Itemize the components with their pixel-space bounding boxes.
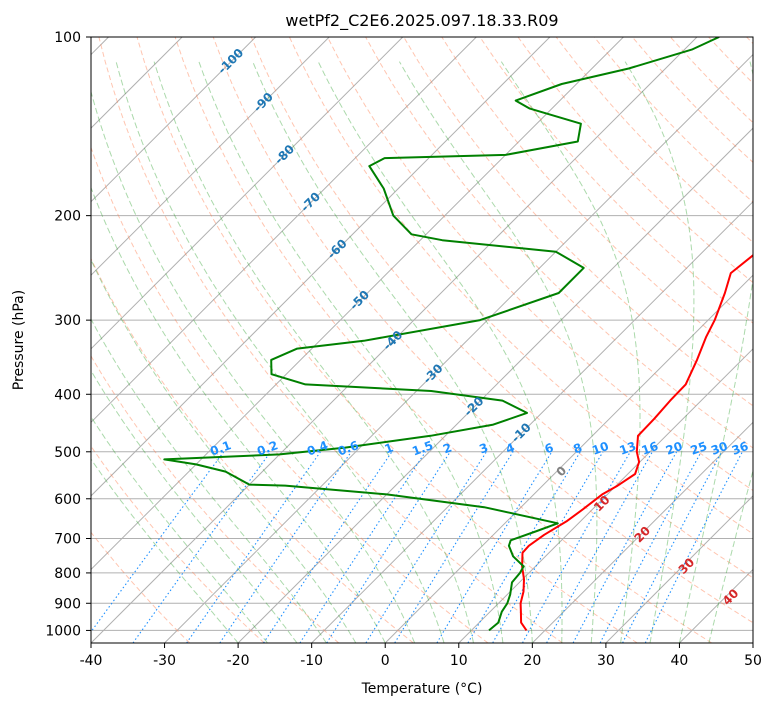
isotherm-line: [311, 200, 753, 643]
x-tick-label: 0: [381, 653, 390, 669]
x-axis-title: Temperature (°C): [361, 681, 483, 697]
plot-background: [91, 37, 753, 643]
dry-adiabat: [91, 445, 265, 643]
moist-adiabat: [91, 318, 327, 643]
isotherm-line: [91, 37, 477, 424]
y-tick-label: 900: [54, 596, 81, 612]
x-tick-label: -20: [227, 653, 250, 669]
mixing-ratio-label: 0.1: [208, 438, 233, 458]
y-tick-label: 800: [54, 566, 81, 582]
dry-adiabat: [327, 37, 753, 492]
mixing-ratio-label: 20: [664, 439, 684, 458]
profile-lines: [163, 37, 753, 632]
moist-adiabat: [91, 186, 386, 643]
x-tick-label: 50: [744, 653, 762, 669]
y-tick-label: 1000: [45, 623, 81, 639]
isotherm-line: [91, 37, 624, 571]
mixing-ratio-label: 30: [709, 439, 729, 458]
mixing-ratio-line: [522, 451, 631, 643]
isotherm-line: [91, 37, 404, 350]
mixing-ratio-line: [599, 451, 702, 643]
dewpoint-profile: [163, 37, 720, 632]
dry-adiabat: [403, 37, 753, 407]
x-tick-label: -40: [80, 653, 103, 669]
mixing-ratio-line: [219, 451, 352, 643]
y-tick-label: 400: [54, 387, 81, 403]
isotherm-line: [164, 53, 753, 643]
x-tick-label: 10: [450, 653, 468, 669]
isotherm-line: [237, 127, 753, 643]
isotherm-line: [458, 348, 753, 643]
isotherm-line: [91, 37, 257, 203]
y-axis-title: Pressure (hPa): [11, 290, 27, 390]
dry-adiabat: [136, 37, 638, 643]
mixing-ratio-label: 0.6: [336, 438, 361, 458]
isotherm-line: [91, 37, 698, 643]
dry-adiabat: [91, 257, 414, 643]
moist-adiabat: [91, 258, 357, 643]
y-tick-label: 200: [54, 209, 81, 225]
dry-adiabat: [479, 37, 753, 324]
x-tick-label: 20: [523, 653, 541, 669]
temperature-profile: [519, 254, 753, 631]
mixing-ratio-label: 25: [689, 439, 709, 458]
moist-adiabat: [91, 89, 416, 643]
background-lines: [91, 37, 753, 643]
moist-adiabat: [398, 61, 598, 643]
mixing-ratio-label: 16: [640, 439, 660, 458]
x-tick-label: 40: [671, 653, 689, 669]
isotherm-line: [531, 421, 753, 643]
isotherm-line: [384, 274, 753, 643]
mixing-ratio-line: [186, 451, 321, 643]
y-tick-label: 100: [54, 30, 81, 46]
dry-adiabat: [91, 355, 340, 643]
dry-adiabat: [91, 531, 191, 643]
mixing-ratio-line: [91, 451, 225, 633]
y-tick-label: 500: [54, 445, 81, 461]
mixing-ratio-line: [326, 451, 451, 643]
mixing-ratio-label: 10: [590, 439, 610, 458]
moist-adiabat: [678, 61, 753, 643]
mixing-ratio-line: [365, 451, 487, 643]
mixing-ratio-label: 1.5: [410, 438, 435, 458]
mixing-ratio-line: [436, 451, 553, 643]
mixing-ratio-label: 0.4: [305, 438, 330, 458]
moist-adiabat: [91, 458, 239, 643]
x-tick-label: -30: [153, 653, 176, 669]
y-tick-label: 300: [54, 313, 81, 329]
chart-title: wetPf2_C2E6.2025.097.18.33.R09: [285, 11, 558, 31]
x-tick-label: 30: [597, 653, 615, 669]
mixing-ratio-line: [572, 451, 678, 643]
dry-adiabat: [517, 37, 753, 284]
plot-frame: [90, 36, 754, 644]
y-tick-label: 600: [54, 492, 81, 508]
axis-ticks: -40 -30 -20 -10 0 10 20 30 40 50 100 200 300 400 500 60…: [45, 30, 762, 669]
moist-adiabat: [252, 61, 533, 643]
dry-adiabat: [212, 37, 753, 624]
mixing-ratio-label: 36: [730, 439, 750, 458]
y-tick-label: 700: [54, 532, 81, 548]
mixing-ratio-label: 13: [617, 439, 637, 458]
isotherm-line: [605, 495, 753, 643]
moist-adiabat: [115, 61, 445, 643]
isotherm-line: [91, 37, 330, 276]
mixing-ratio-label: 0.2: [255, 438, 280, 458]
moist-adiabat: [500, 61, 641, 643]
isotherm-line: [91, 37, 551, 497]
x-tick-label: -10: [300, 653, 323, 669]
dry-adiabat: [250, 37, 753, 579]
mixing-ratio-line: [132, 451, 272, 643]
mixing-ratio-line: [546, 451, 653, 643]
moist-adiabat: [708, 468, 753, 643]
moist-adiabat: [624, 61, 695, 643]
mixing-ratio-line: [263, 451, 393, 643]
moist-adiabat: [317, 61, 563, 643]
dry-adiabat: [98, 37, 563, 643]
moist-adiabat: [153, 61, 474, 643]
dry-adiabat: [174, 37, 713, 643]
